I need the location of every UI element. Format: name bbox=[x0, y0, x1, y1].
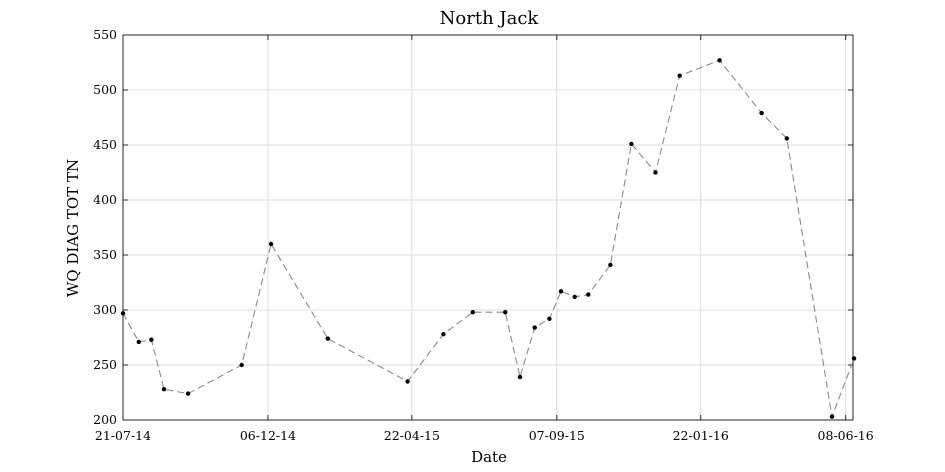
data-point bbox=[441, 332, 446, 337]
x-tick-label: 22-01-16 bbox=[673, 428, 729, 443]
y-tick-label: 200 bbox=[93, 412, 117, 427]
data-point bbox=[717, 58, 722, 63]
x-tick-label: 07-09-15 bbox=[529, 428, 585, 443]
data-point bbox=[851, 356, 857, 361]
chart-title: North Jack bbox=[440, 8, 540, 29]
data-point bbox=[503, 310, 508, 315]
data-point bbox=[677, 73, 682, 78]
series-line bbox=[122, 59, 855, 419]
data-point bbox=[653, 170, 658, 175]
plot-area-frame bbox=[122, 34, 854, 421]
data-point bbox=[572, 294, 577, 299]
data-point bbox=[532, 325, 537, 330]
y-axis: 200 250 300 350 400 450 500 550 bbox=[93, 27, 853, 427]
data-point bbox=[268, 241, 274, 247]
data-point bbox=[185, 391, 191, 396]
x-axis-label: Date bbox=[471, 448, 507, 466]
data-point bbox=[325, 336, 330, 341]
x-tick-label: 22-04-15 bbox=[384, 428, 440, 443]
y-tick-label: 400 bbox=[93, 192, 117, 207]
data-point bbox=[149, 337, 154, 342]
y-tick-label: 300 bbox=[93, 302, 117, 317]
y-tick-label: 350 bbox=[93, 247, 117, 262]
x-tick-label: 21-07-14 bbox=[95, 428, 151, 443]
data-point bbox=[547, 316, 552, 321]
data-point bbox=[586, 292, 591, 297]
data-point bbox=[829, 414, 835, 419]
data-point bbox=[239, 362, 244, 368]
data-point bbox=[608, 262, 613, 268]
data-point bbox=[784, 136, 789, 141]
x-tick-label: 08-06-16 bbox=[818, 428, 874, 443]
data-point bbox=[558, 289, 564, 294]
data-point bbox=[759, 110, 764, 116]
y-tick-label: 450 bbox=[93, 137, 117, 152]
grid-lines bbox=[122, 34, 853, 421]
y-tick-label: 500 bbox=[93, 82, 117, 97]
y-tick-label: 250 bbox=[93, 357, 117, 372]
data-point bbox=[405, 379, 410, 384]
x-tick-label: 06-12-14 bbox=[240, 428, 296, 443]
data-point bbox=[470, 310, 475, 315]
data-point bbox=[136, 339, 141, 345]
y-axis-label: WQ DIAG TOT TN bbox=[64, 159, 82, 297]
data-point bbox=[161, 387, 167, 392]
series-layer bbox=[120, 58, 857, 419]
y-tick-label: 550 bbox=[93, 27, 117, 42]
x-axis: 21-07-14 06-12-14 22-04-15 07-09-15 22-01-16… bbox=[95, 35, 874, 443]
data-point bbox=[517, 374, 523, 380]
data-point bbox=[629, 141, 634, 147]
data-point bbox=[120, 311, 126, 316]
